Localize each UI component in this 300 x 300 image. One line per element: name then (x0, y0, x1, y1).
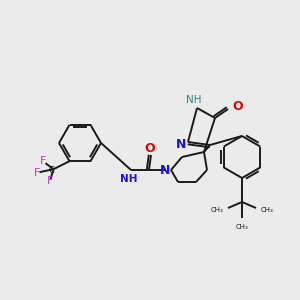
Text: CH₃: CH₃ (261, 207, 274, 213)
Text: F: F (47, 176, 54, 186)
Text: F: F (34, 168, 41, 178)
Text: NH: NH (186, 95, 202, 105)
Text: C: C (49, 166, 54, 175)
Text: F: F (40, 156, 47, 166)
Text: O: O (145, 142, 155, 154)
Text: N: N (160, 164, 170, 176)
Text: CH₃: CH₃ (210, 207, 223, 213)
Text: N: N (176, 137, 186, 151)
Text: CH₃: CH₃ (236, 224, 248, 230)
Text: O: O (232, 100, 243, 112)
Text: NH: NH (120, 174, 138, 184)
